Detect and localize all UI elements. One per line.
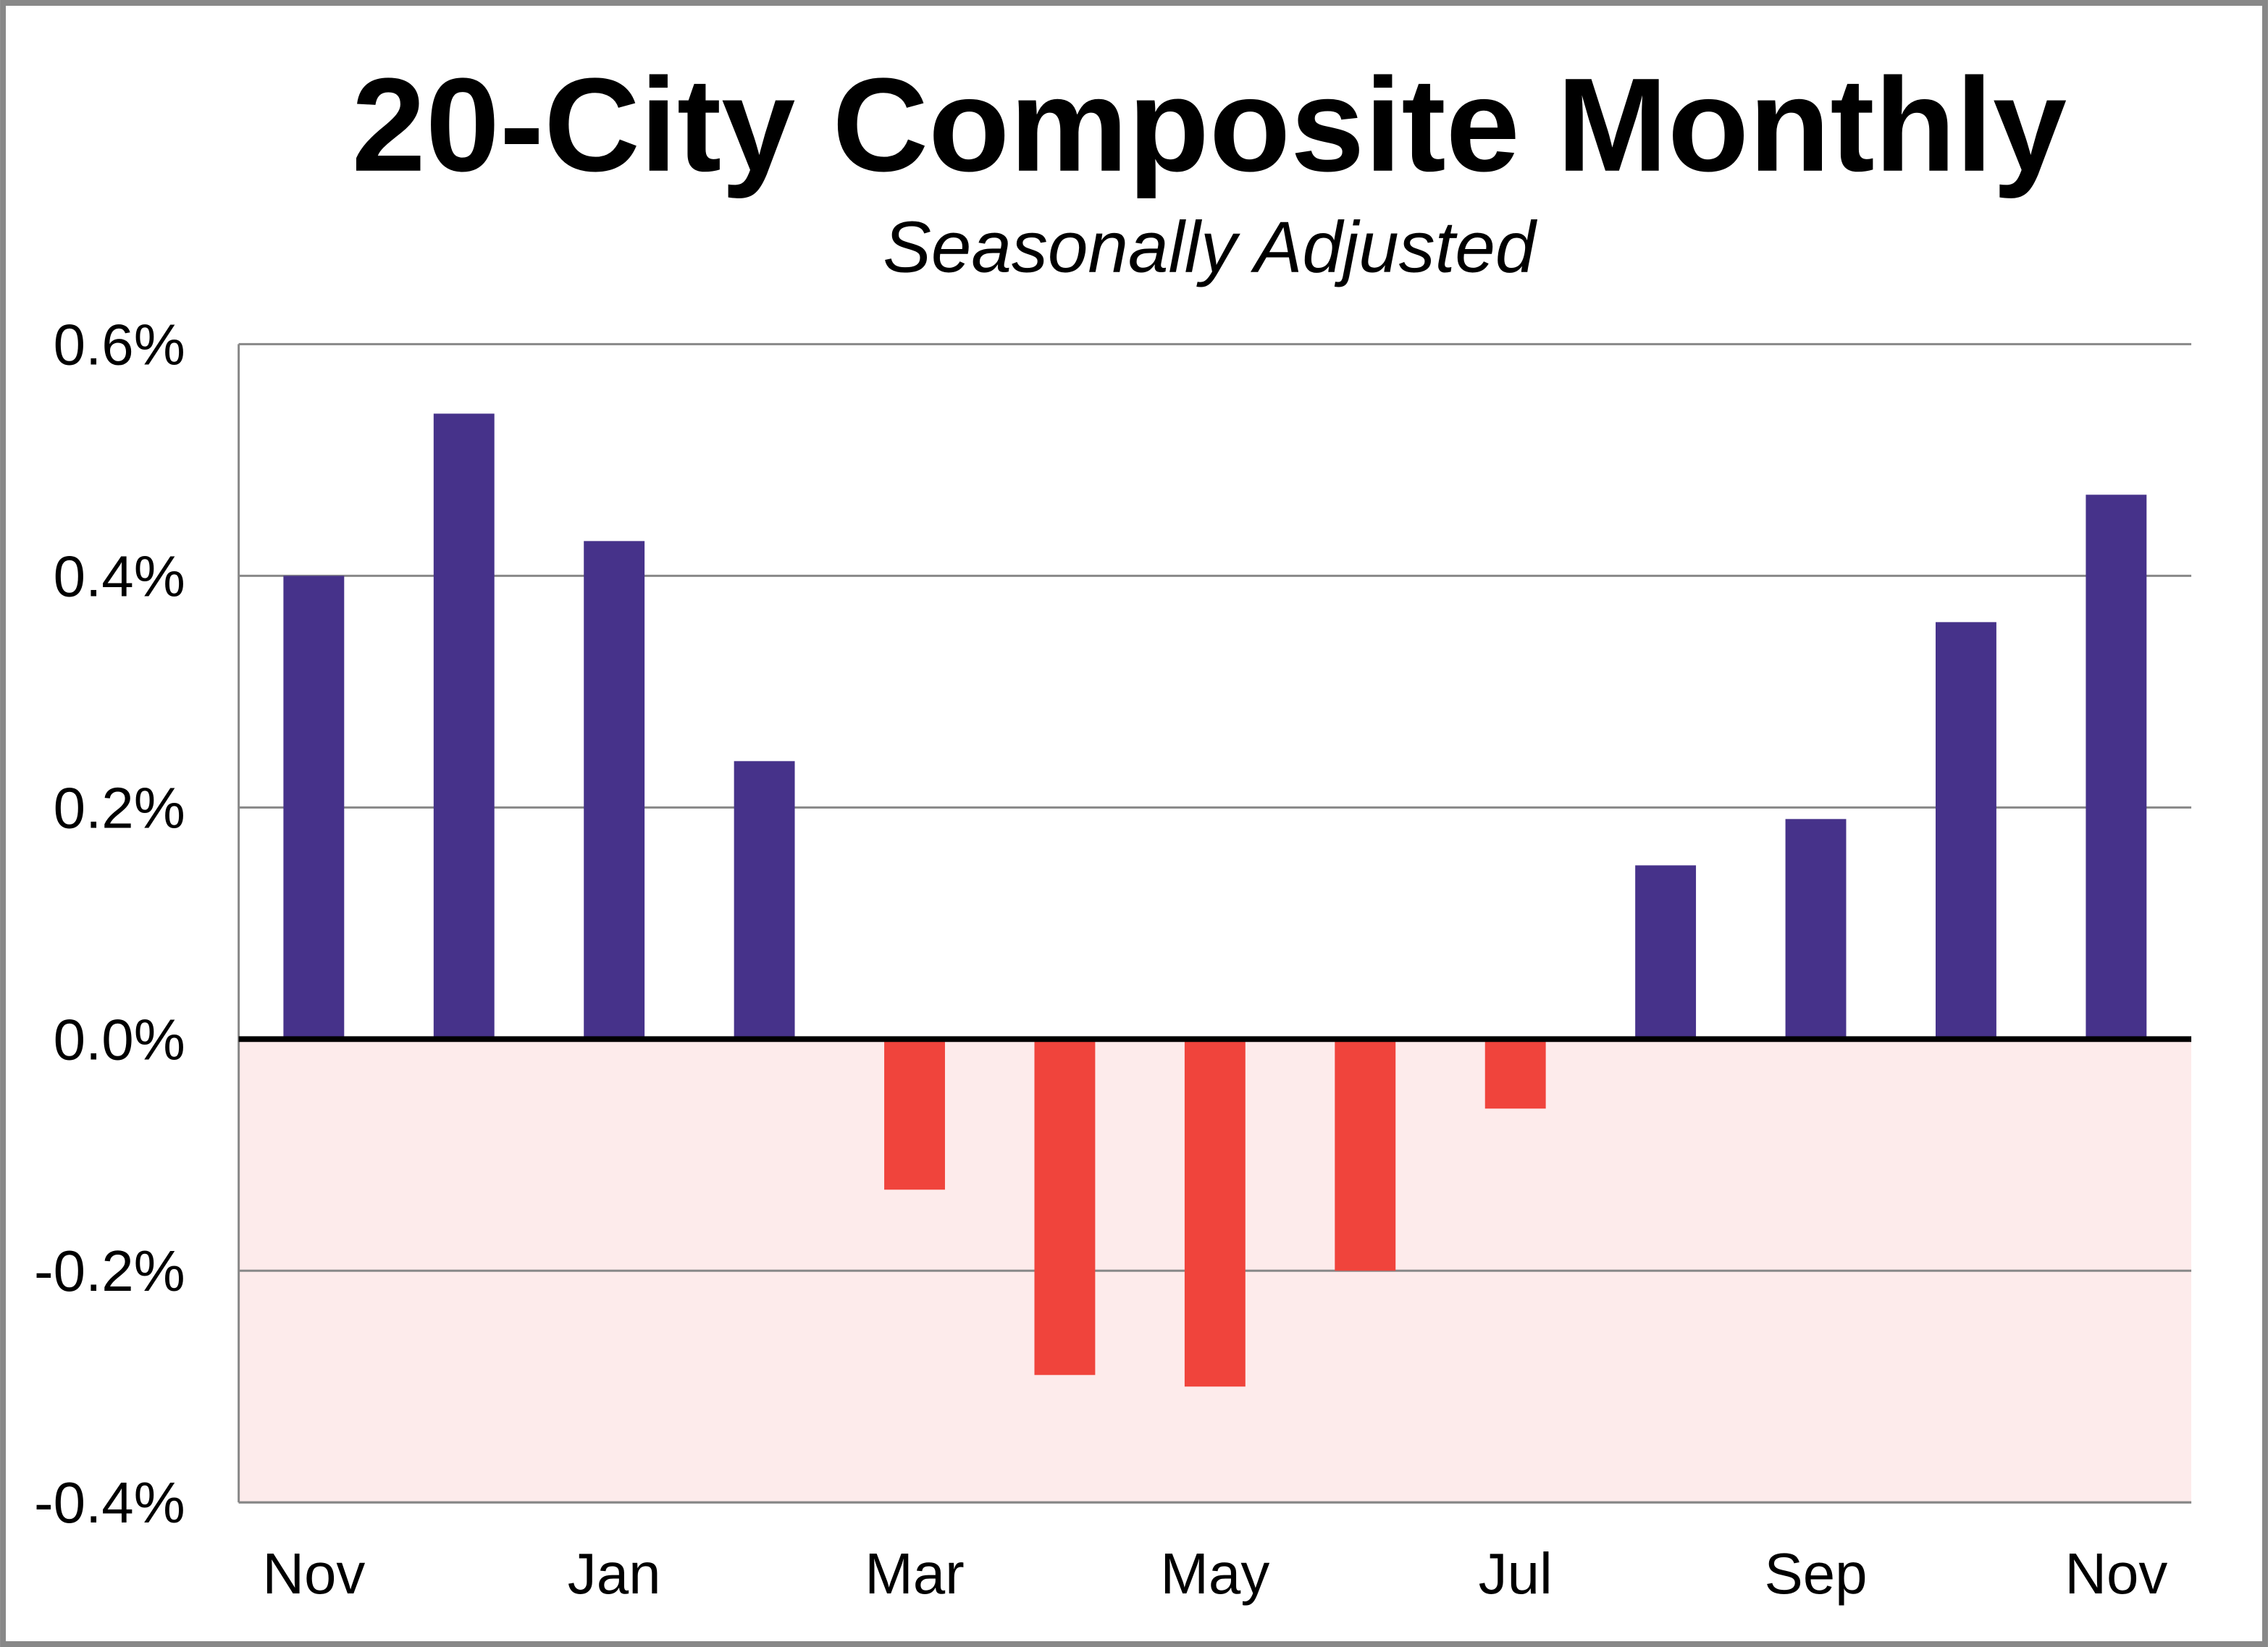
- y-tick-label: 0.6%: [54, 312, 185, 376]
- bar: [1034, 1039, 1096, 1376]
- x-tick-label: Sep: [1764, 1541, 1867, 1606]
- x-tick-label: Jan: [568, 1541, 661, 1606]
- bar: [884, 1039, 945, 1190]
- bar: [1484, 1039, 1546, 1109]
- bar: [734, 761, 795, 1040]
- x-tick-label: Jul: [1479, 1541, 1553, 1606]
- y-tick-label: 0.2%: [54, 775, 185, 840]
- plot-area: 0.6% 0.4% 0.2% 0.0% -0.2% -0.4% Nov Jan Mar May Ju…: [34, 312, 2192, 1606]
- y-tick-label: -0.4%: [34, 1470, 185, 1535]
- chart-subtitle: Seasonally Adjusted: [883, 208, 1538, 288]
- bar: [2086, 494, 2147, 1040]
- bar: [1936, 622, 1996, 1040]
- chart-title: 20-City Composite Monthly: [352, 51, 2067, 199]
- x-tick-label: Nov: [2065, 1541, 2167, 1606]
- y-tick-label: -0.2%: [34, 1239, 185, 1303]
- bar: [433, 413, 495, 1040]
- bar: [283, 576, 345, 1040]
- bar: [1335, 1039, 1396, 1271]
- bar: [1184, 1039, 1246, 1387]
- bar: [1635, 865, 1697, 1040]
- bar: [1785, 819, 1847, 1040]
- y-tick-label: 0.4%: [54, 544, 185, 608]
- bar: [584, 541, 645, 1040]
- x-tick-label: Mar: [865, 1541, 965, 1606]
- y-tick-label: 0.0%: [54, 1007, 185, 1071]
- x-tick-label: May: [1160, 1541, 1269, 1606]
- x-tick-label: Nov: [262, 1541, 365, 1606]
